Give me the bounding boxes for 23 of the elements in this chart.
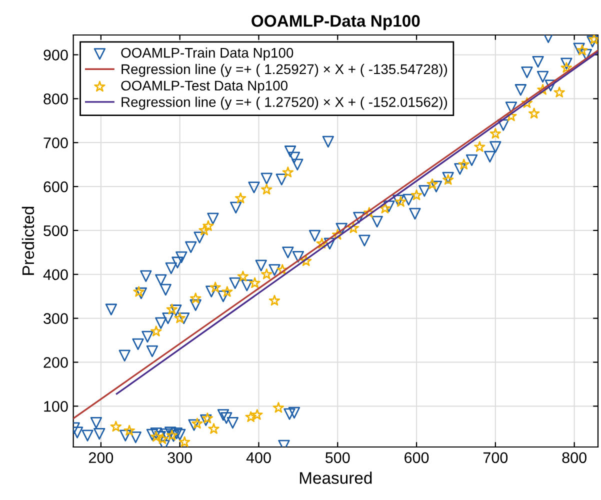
x-tick-label: 300 [168, 452, 192, 464]
y-tick-label: 100 [44, 401, 68, 412]
x-tick-label: 600 [404, 452, 429, 464]
chart-title: OOAMLP-Data Np100 [252, 15, 420, 30]
legend-label: Regression line (y =+ ( 1.25927) × X + ( -135.54728)) [122, 64, 448, 77]
y-axis-title: Predicted [22, 206, 34, 275]
y-tick-label: 200 [44, 357, 68, 368]
legend-label: OOAMLP-Train Data Np100 [121, 48, 294, 60]
y-tick-label: 900 [44, 50, 68, 60]
x-tick-label: 800 [562, 452, 586, 464]
y-tick-label: 800 [44, 94, 68, 104]
y-tick-label: 500 [44, 225, 68, 236]
x-axis-title: Measured [300, 472, 372, 484]
legend-label: OOAMLP-Test Data Np100 [121, 80, 288, 94]
y-tick-label: 600 [44, 181, 68, 192]
x-tick-label: 500 [326, 452, 350, 464]
y-tick-label: 300 [44, 313, 68, 324]
x-tick-label: 400 [246, 452, 271, 464]
legend-label: Regression line (y =+ ( 1.27520) × X + ( -152.01562)) [122, 96, 448, 110]
y-tick-label: 700 [44, 137, 68, 148]
x-tick-label: 200 [88, 452, 114, 464]
y-tick-label: 400 [43, 269, 68, 280]
x-tick-label: 700 [483, 452, 508, 464]
